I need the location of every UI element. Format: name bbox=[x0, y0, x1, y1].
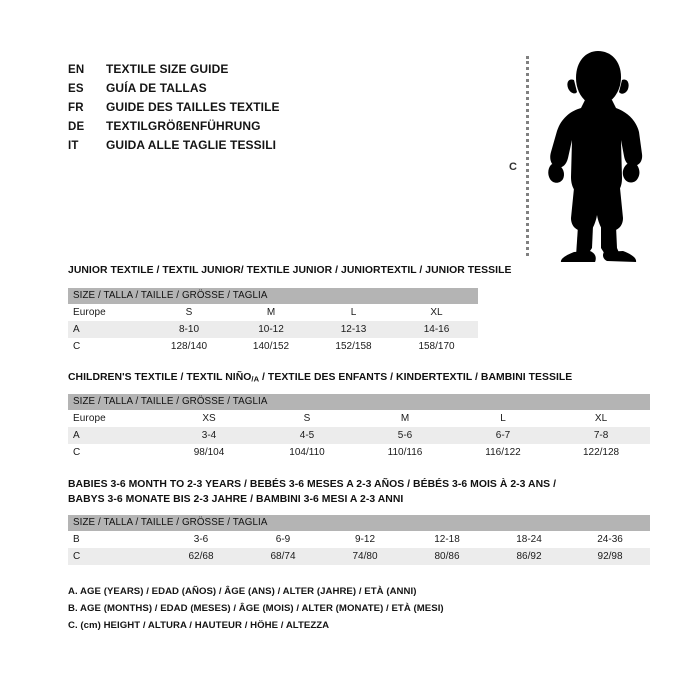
table-cell: L bbox=[454, 410, 552, 427]
table-row: C 128/140 140/152 152/158 158/170 bbox=[68, 338, 479, 355]
children-title-pre: CHILDREN'S TEXTILE / TEXTIL NIÑO bbox=[68, 372, 252, 383]
legend-line-c: C. (cm) HEIGHT / ALTURA / HAUTEUR / HÖHE… bbox=[68, 620, 330, 631]
babies-section-title: BABIES 3-6 MONTH TO 2-3 YEARS / BEBÉS 3-… bbox=[68, 477, 556, 507]
row-label: Europe bbox=[68, 304, 148, 321]
children-title-subscript: /A bbox=[251, 374, 260, 384]
table-cell: 110/116 bbox=[356, 444, 454, 461]
table-cell: 6-9 bbox=[242, 531, 324, 548]
size-header-label: SIZE / TALLA / TAILLE / GRÖSSE / TAGLIA bbox=[68, 394, 651, 410]
language-title: TEXTILE SIZE GUIDE bbox=[106, 62, 229, 76]
table-cell: 104/110 bbox=[258, 444, 356, 461]
table-cell: M bbox=[230, 304, 312, 321]
size-header-label: SIZE / TALLA / TAILLE / GRÖSSE / TAGLIA bbox=[68, 515, 651, 531]
table-cell: 62/68 bbox=[160, 548, 242, 565]
row-label: A bbox=[68, 321, 148, 338]
measurement-legend: A. AGE (YEARS) / EDAD (AÑOS) / ÂGE (ANS)… bbox=[68, 583, 444, 634]
table-cell: 98/104 bbox=[160, 444, 258, 461]
table-cell: XL bbox=[552, 410, 651, 427]
language-row: IT GUIDA ALLE TAGLIE TESSILI bbox=[68, 138, 398, 157]
toddler-silhouette-icon bbox=[548, 51, 643, 262]
height-measure-label: C bbox=[509, 161, 517, 173]
table-cell: XL bbox=[395, 304, 479, 321]
table-header-row: SIZE / TALLA / TAILLE / GRÖSSE / TAGLIA bbox=[68, 515, 651, 531]
row-label: Europe bbox=[68, 410, 160, 427]
children-size-table: SIZE / TALLA / TAILLE / GRÖSSE / TAGLIA … bbox=[68, 394, 651, 461]
language-title: GUIDE DES TAILLES TEXTILE bbox=[106, 100, 280, 114]
table-cell: S bbox=[148, 304, 230, 321]
babies-size-table: SIZE / TALLA / TAILLE / GRÖSSE / TAGLIA … bbox=[68, 515, 651, 565]
table-cell: 24-36 bbox=[570, 531, 651, 548]
table-cell: M bbox=[356, 410, 454, 427]
height-illustration: C bbox=[500, 40, 685, 270]
language-title: TEXTILGRÖßENFÜHRUNG bbox=[106, 119, 261, 133]
junior-size-table: SIZE / TALLA / TAILLE / GRÖSSE / TAGLIA … bbox=[68, 288, 479, 355]
language-row: ES GUÍA DE TALLAS bbox=[68, 81, 398, 100]
table-row: A 3-4 4-5 5-6 6-7 7-8 bbox=[68, 427, 651, 444]
language-row: DE TEXTILGRÖßENFÜHRUNG bbox=[68, 119, 398, 138]
junior-section-title: JUNIOR TEXTILE / TEXTIL JUNIOR/ TEXTILE … bbox=[68, 265, 512, 276]
table-row: C 62/68 68/74 74/80 80/86 86/92 92/98 bbox=[68, 548, 651, 565]
table-row: Europe S M L XL bbox=[68, 304, 479, 321]
table-cell: 122/128 bbox=[552, 444, 651, 461]
table-cell: 68/74 bbox=[242, 548, 324, 565]
table-row: A 8-10 10-12 12-13 14-16 bbox=[68, 321, 479, 338]
table-cell: 14-16 bbox=[395, 321, 479, 338]
table-cell: 3-6 bbox=[160, 531, 242, 548]
table-cell: XS bbox=[160, 410, 258, 427]
table-row: B 3-6 6-9 9-12 12-18 18-24 24-36 bbox=[68, 531, 651, 548]
language-code: EN bbox=[68, 64, 85, 76]
table-cell: 12-13 bbox=[312, 321, 395, 338]
table-cell: 116/122 bbox=[454, 444, 552, 461]
table-cell: 12-18 bbox=[406, 531, 488, 548]
table-row: Europe XS S M L XL bbox=[68, 410, 651, 427]
table-cell: 140/152 bbox=[230, 338, 312, 355]
language-code: ES bbox=[68, 83, 84, 95]
table-row: C 98/104 104/110 110/116 116/122 122/128 bbox=[68, 444, 651, 461]
language-title: GUÍA DE TALLAS bbox=[106, 81, 207, 95]
table-cell: 152/158 bbox=[312, 338, 395, 355]
language-code: FR bbox=[68, 102, 84, 114]
table-header-row: SIZE / TALLA / TAILLE / GRÖSSE / TAGLIA bbox=[68, 394, 651, 410]
legend-line-a: A. AGE (YEARS) / EDAD (AÑOS) / ÂGE (ANS)… bbox=[68, 586, 417, 597]
table-cell: 8-10 bbox=[148, 321, 230, 338]
table-cell: L bbox=[312, 304, 395, 321]
table-cell: 92/98 bbox=[570, 548, 651, 565]
table-cell: 10-12 bbox=[230, 321, 312, 338]
row-label: C bbox=[68, 338, 148, 355]
table-cell: 7-8 bbox=[552, 427, 651, 444]
table-cell: 6-7 bbox=[454, 427, 552, 444]
table-cell: 128/140 bbox=[148, 338, 230, 355]
babies-title-line-2: BABYS 3-6 MONATE BIS 2-3 JAHRE / BAMBINI… bbox=[68, 494, 404, 505]
babies-title-line-1: BABIES 3-6 MONTH TO 2-3 YEARS / BEBÉS 3-… bbox=[68, 479, 557, 490]
table-cell: 9-12 bbox=[324, 531, 406, 548]
row-label: B bbox=[68, 531, 160, 548]
children-section-title: CHILDREN'S TEXTILE / TEXTIL NIÑO/A / TEX… bbox=[68, 370, 572, 387]
language-row: EN TEXTILE SIZE GUIDE bbox=[68, 62, 398, 81]
table-cell: 5-6 bbox=[356, 427, 454, 444]
language-row: FR GUIDE DES TAILLES TEXTILE bbox=[68, 100, 398, 119]
children-title-post: / TEXTILE DES ENFANTS / KINDERTEXTIL / B… bbox=[259, 372, 573, 383]
table-cell: 18-24 bbox=[488, 531, 570, 548]
table-cell: 4-5 bbox=[258, 427, 356, 444]
table-cell: 86/92 bbox=[488, 548, 570, 565]
row-label: A bbox=[68, 427, 160, 444]
height-measure-dotted-line bbox=[526, 56, 529, 256]
table-cell: 3-4 bbox=[160, 427, 258, 444]
table-cell: 158/170 bbox=[395, 338, 479, 355]
language-code: DE bbox=[68, 121, 85, 133]
row-label: C bbox=[68, 548, 160, 565]
language-code: IT bbox=[68, 140, 79, 152]
size-header-label: SIZE / TALLA / TAILLE / GRÖSSE / TAGLIA bbox=[68, 288, 479, 304]
table-cell: S bbox=[258, 410, 356, 427]
row-label: C bbox=[68, 444, 160, 461]
legend-line-b: B. AGE (MONTHS) / EDAD (MESES) / ÂGE (MO… bbox=[68, 603, 444, 614]
table-header-row: SIZE / TALLA / TAILLE / GRÖSSE / TAGLIA bbox=[68, 288, 479, 304]
table-cell: 80/86 bbox=[406, 548, 488, 565]
language-header-list: EN TEXTILE SIZE GUIDE ES GUÍA DE TALLAS … bbox=[68, 62, 398, 157]
table-cell: 74/80 bbox=[324, 548, 406, 565]
language-title: GUIDA ALLE TAGLIE TESSILI bbox=[106, 138, 277, 152]
